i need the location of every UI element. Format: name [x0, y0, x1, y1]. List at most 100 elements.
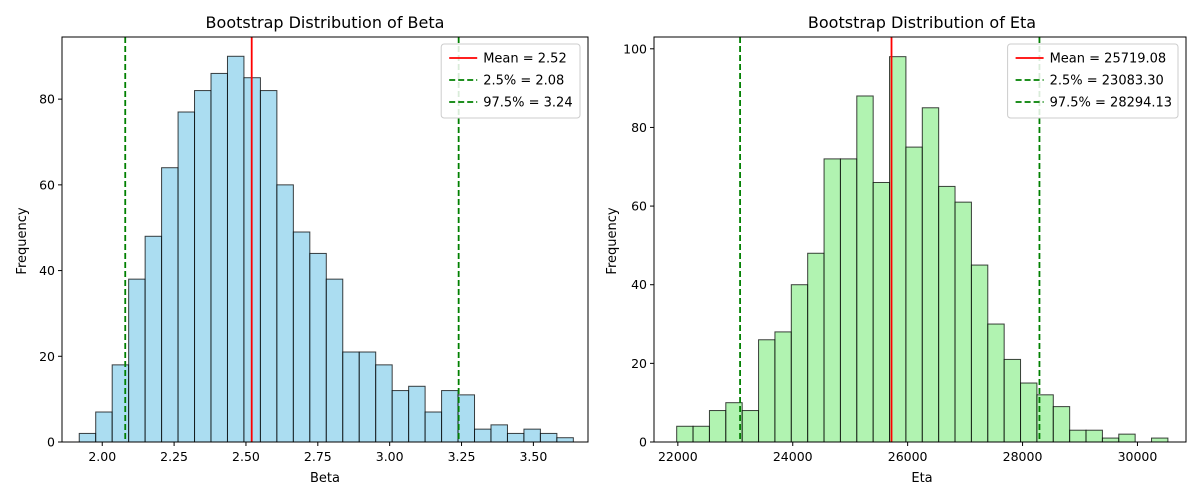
legend: Mean = 25719.08 2.5% = 23083.30 97.5% = 28…	[1007, 43, 1179, 119]
x-axis-label: Eta	[911, 471, 932, 486]
histogram-bar	[161, 167, 179, 443]
histogram-bar	[325, 278, 344, 443]
histogram-bar	[95, 411, 113, 443]
histogram-bars	[676, 56, 1169, 443]
histogram-bar	[210, 72, 228, 443]
y-tick-label: 40	[39, 263, 55, 278]
histogram-bar	[457, 394, 476, 443]
x-tick-label: 2.75	[304, 449, 332, 464]
legend-label: 97.5% = 3.24	[483, 96, 572, 111]
x-tick-label: 22000	[658, 449, 698, 464]
x-axis-label: Beta	[310, 471, 340, 486]
histogram-bar	[177, 111, 196, 443]
legend-box	[1007, 43, 1179, 119]
histogram-bar	[539, 432, 558, 443]
chart-eta: Bootstrap Distribution of Eta 22000 24000…	[605, 13, 1187, 486]
histogram-bar	[774, 331, 792, 443]
plot-frame	[653, 36, 1187, 443]
histogram-bar	[905, 146, 923, 443]
x-tick-label: 24000	[773, 449, 813, 464]
histogram-bar	[309, 252, 327, 443]
histogram-bar	[506, 432, 525, 443]
histogram-bar	[938, 185, 956, 443]
legend-box	[440, 43, 581, 119]
histogram-bar	[1052, 406, 1071, 443]
x-ticks: 22000 24000 26000 28000 30000	[658, 442, 1157, 464]
histogram-bar	[807, 252, 825, 443]
histogram-bar	[676, 425, 694, 443]
y-tick-label: 20	[631, 356, 647, 371]
histogram-bar	[375, 364, 393, 443]
x-ticks: 2.00 2.25 2.50 2.75 3.00 3.25 3.50	[88, 442, 547, 464]
legend-label: 97.5% = 28294.13	[1050, 96, 1172, 111]
histogram-bar	[790, 284, 809, 443]
x-tick-label: 2.25	[160, 449, 188, 464]
legend-label: 2.5% = 23083.30	[1050, 74, 1164, 89]
histogram-bar	[441, 390, 459, 443]
y-tick-label: 0	[47, 435, 55, 450]
histogram-bar	[1020, 382, 1038, 443]
histogram-bar	[954, 201, 972, 443]
histogram-bar	[872, 181, 891, 443]
histogram-bar	[128, 278, 146, 443]
histogram-bar	[1003, 358, 1022, 443]
legend-label: 2.5% = 2.08	[483, 74, 564, 89]
histogram-bar	[358, 351, 377, 443]
y-tick-label: 20	[39, 349, 55, 364]
histogram-bar	[226, 55, 245, 443]
x-tick-label: 3.50	[519, 449, 547, 464]
y-ticks: 0 20 40 60 80 100	[623, 41, 654, 450]
histogram-bar	[342, 351, 360, 443]
histogram-bar	[292, 231, 311, 443]
y-tick-label: 0	[639, 435, 647, 450]
histogram-bar	[758, 339, 776, 443]
y-ticks: 0 20 40 60 80	[39, 92, 62, 450]
histogram-bar	[692, 425, 710, 443]
y-tick-label: 80	[631, 120, 647, 135]
x-tick-label: 3.25	[448, 449, 476, 464]
y-tick-label: 60	[631, 199, 647, 214]
x-tick-label: 2.00	[88, 449, 116, 464]
y-axis-label: Frequency	[605, 207, 620, 274]
histogram-bar	[1151, 437, 1169, 443]
y-tick-label: 100	[623, 41, 647, 56]
x-tick-label: 28000	[1003, 449, 1043, 464]
histogram-bar	[523, 428, 541, 443]
histogram-bar	[839, 158, 858, 443]
histogram-bar	[144, 235, 163, 443]
y-axis-label: Frequency	[15, 207, 30, 274]
histogram-bar	[424, 411, 443, 443]
plot-frame	[61, 36, 589, 443]
histogram-bar	[921, 107, 940, 443]
x-tick-label: 26000	[888, 449, 928, 464]
histogram-bar	[556, 437, 574, 443]
histogram-bar	[1085, 429, 1103, 443]
y-tick-label: 40	[631, 277, 647, 292]
histogram-bar	[111, 364, 130, 443]
histogram-bar	[490, 424, 508, 443]
x-tick-label: 3.00	[376, 449, 404, 464]
histogram-bar	[708, 410, 727, 443]
histogram-bar	[856, 95, 874, 443]
legend: Mean = 2.52 2.5% = 2.08 97.5% = 3.24	[440, 43, 581, 119]
x-tick-label: 30000	[1118, 449, 1158, 464]
histogram-bar	[474, 428, 492, 443]
histogram-bar	[987, 323, 1005, 443]
histogram-bar	[391, 390, 410, 443]
histogram-bar	[970, 264, 989, 443]
histogram-bar	[78, 432, 97, 443]
chart-title: Bootstrap Distribution of Beta	[206, 13, 445, 32]
histogram-bar	[194, 90, 212, 443]
legend-label: Mean = 2.52	[483, 52, 567, 67]
histogram-bar	[1101, 437, 1120, 443]
histogram-bar	[741, 410, 760, 443]
histogram-bar	[408, 385, 426, 443]
y-tick-label: 60	[39, 177, 55, 192]
y-tick-label: 80	[39, 92, 55, 107]
histogram-bar	[1069, 429, 1087, 443]
histogram-bar	[1118, 433, 1136, 443]
histogram-bar	[276, 184, 294, 443]
legend-label: Mean = 25719.08	[1050, 52, 1167, 67]
x-tick-label: 2.50	[232, 449, 260, 464]
